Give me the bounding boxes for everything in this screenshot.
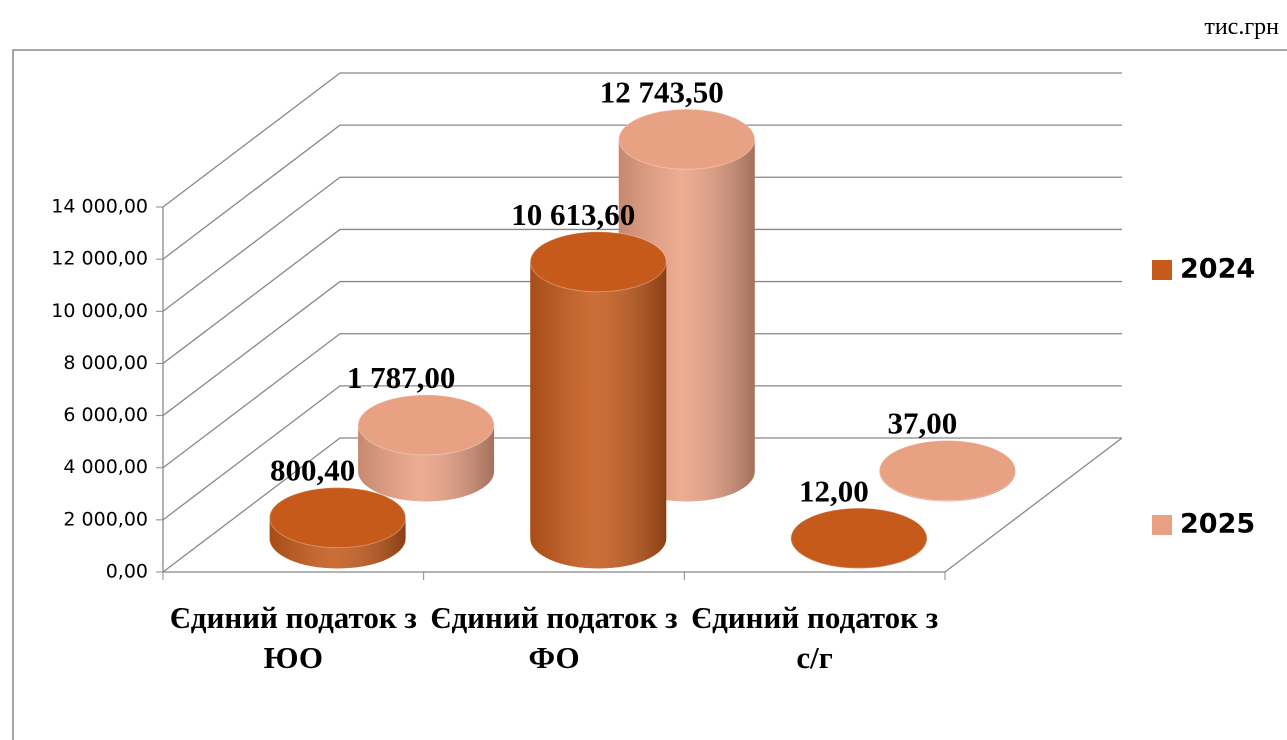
unit-label: тис.грн	[1204, 14, 1279, 40]
cylinder-top	[357, 394, 495, 456]
value-label: 12 743,50	[600, 74, 724, 109]
x-tick-label: Єдиний податок з ФО	[430, 600, 678, 676]
cylinder	[790, 507, 928, 569]
grid-line	[162, 385, 1122, 521]
y-tick-label: 0,00	[106, 561, 148, 583]
cylinder-top	[618, 108, 756, 170]
cylinder	[269, 487, 407, 569]
value-label: 37,00	[888, 406, 958, 441]
y-tick-label: 8 000,00	[63, 352, 148, 374]
legend-swatch	[1152, 515, 1172, 535]
legend-swatch	[1152, 260, 1172, 280]
grid-line	[162, 176, 1122, 312]
grid-line	[162, 437, 1122, 573]
y-tick-label: 12 000,00	[51, 248, 148, 270]
cylinder	[878, 440, 1016, 502]
cylinder-shade	[530, 261, 667, 569]
grid-line	[162, 228, 1122, 364]
value-label: 1 787,00	[347, 360, 456, 395]
grid-line	[162, 333, 1122, 469]
legend-label: 2024	[1180, 254, 1255, 285]
x-tick-label: Єдиний податок з с/г	[691, 600, 939, 676]
y-tick-label: 4 000,00	[63, 456, 148, 478]
cylinder-top	[790, 507, 928, 569]
grid-line	[162, 72, 1122, 208]
y-tick-label: 10 000,00	[51, 300, 148, 322]
x-tick-label: Єдиний податок з ЮО	[169, 600, 417, 676]
legend-label: 2025	[1180, 509, 1255, 540]
grid-line	[162, 280, 1122, 417]
floor-edge	[944, 437, 1123, 573]
y-tick-label: 2 000,00	[63, 508, 148, 530]
grid-line	[162, 124, 1122, 260]
cylinder	[529, 231, 667, 569]
y-tick-label: 14 000,00	[51, 196, 148, 218]
cylinder-top	[878, 440, 1016, 502]
y-tick-label: 6 000,00	[63, 404, 148, 426]
value-label: 10 613,60	[511, 197, 635, 232]
frame	[12, 49, 1287, 740]
cylinder-top	[529, 231, 667, 293]
cylinder-top	[269, 487, 407, 549]
cylinder	[357, 394, 495, 502]
value-label: 12,00	[799, 473, 869, 508]
value-label: 800,40	[270, 453, 355, 488]
